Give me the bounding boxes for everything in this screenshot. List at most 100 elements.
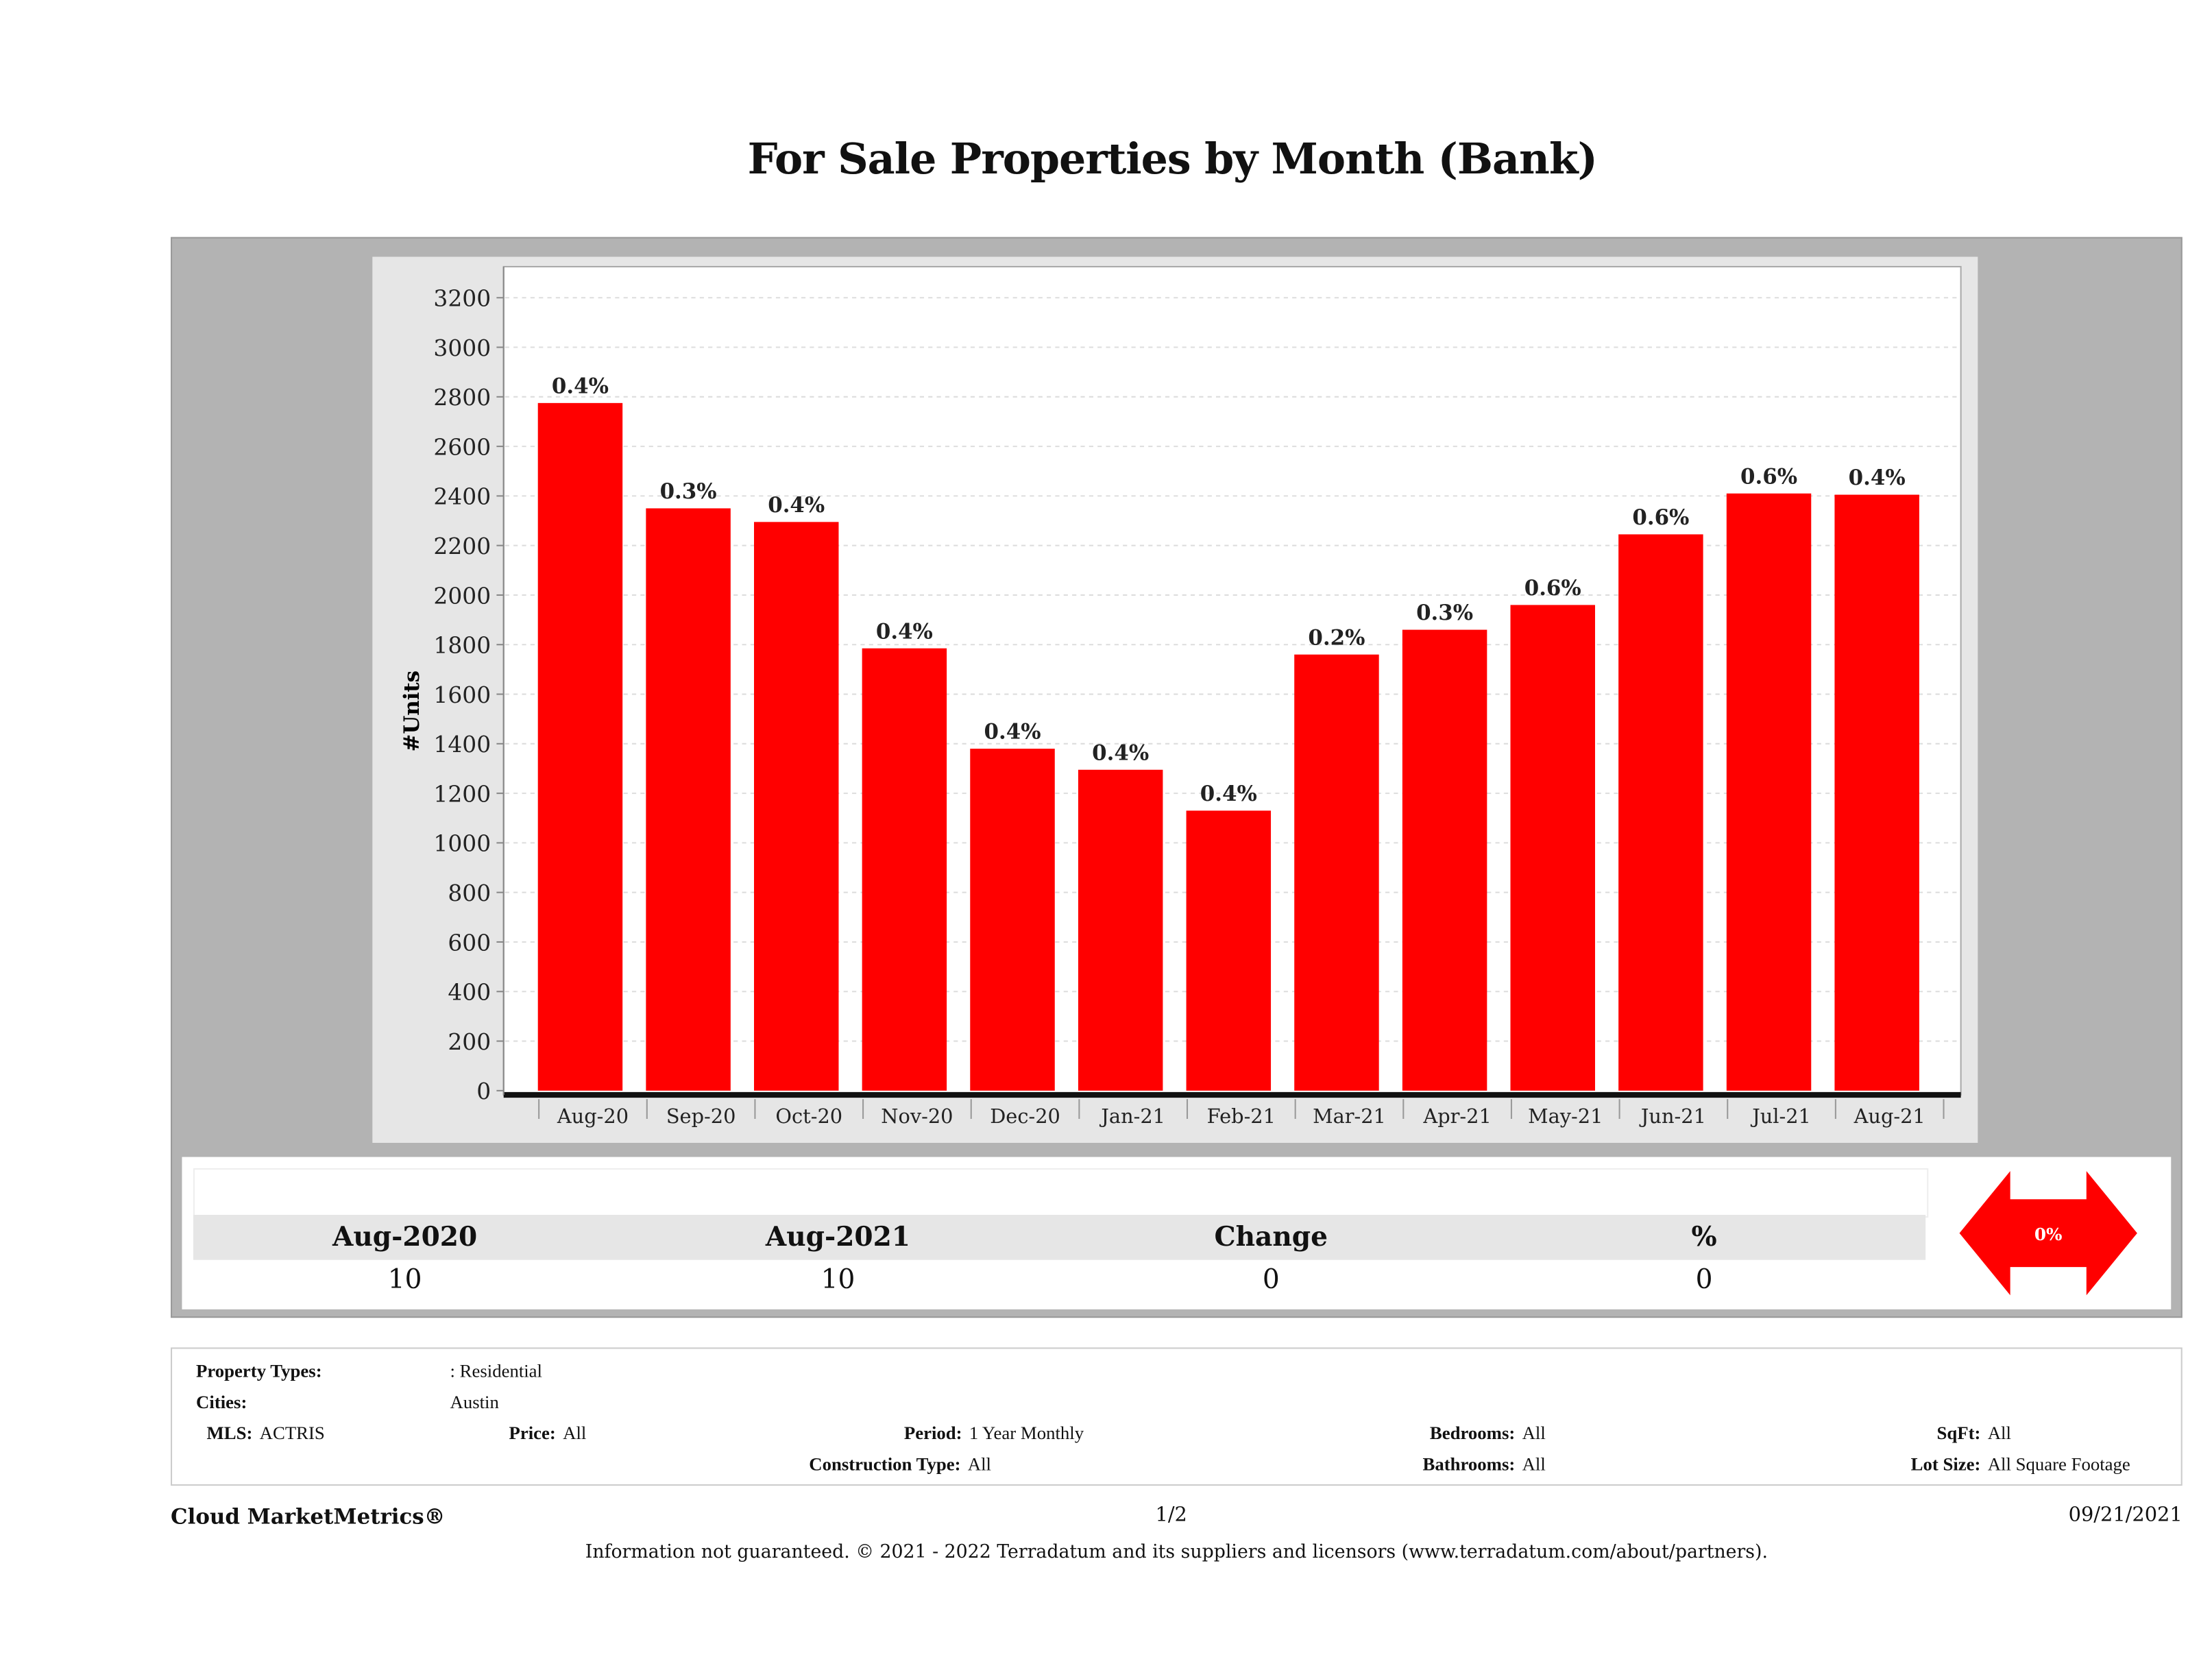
x-tick-label: Jul-21 [1750, 1104, 1811, 1128]
summary-header: Aug-2020 [332, 1222, 478, 1253]
filter-construction: Construction Type: All [809, 1453, 992, 1476]
y-tick-label: 1800 [433, 632, 491, 659]
report-date: 09/21/2021 [2068, 1503, 2183, 1527]
filter-bedrooms: Bedrooms: All [1430, 1422, 1546, 1445]
summary-header-row: Aug-2020 Aug-2021 Change % [193, 1214, 1926, 1260]
bar-Dec-20 [970, 749, 1055, 1091]
y-tick-label: 2600 [433, 433, 491, 460]
y-tick-label: 0 [476, 1078, 491, 1104]
filter-value: All Square Footage [1987, 1453, 2130, 1475]
page-number: 1/2 [1155, 1503, 1187, 1527]
filter-value: All [967, 1453, 992, 1475]
summary-value: 0 [1262, 1264, 1280, 1296]
filter-info: Property Types: : Residential Cities: Au… [171, 1347, 2183, 1486]
filter-value: Austin [450, 1391, 499, 1413]
filter-label: Price: [509, 1422, 556, 1444]
x-tick-label: Mar-21 [1313, 1104, 1386, 1128]
summary-value: 0 [1695, 1264, 1713, 1296]
x-tick-label: Feb-21 [1207, 1104, 1276, 1128]
bar-Jun-21 [1618, 534, 1703, 1091]
filter-label: Bathrooms: [1422, 1453, 1516, 1475]
x-tick-label: Oct-20 [775, 1104, 842, 1128]
filter-value: : Residential [450, 1360, 543, 1381]
bar-Jul-21 [1726, 493, 1812, 1091]
y-tick-label: 3200 [433, 285, 491, 312]
y-tick-label: 1000 [433, 830, 491, 857]
y-axis-label: #Units [400, 671, 424, 752]
summary-header: Aug-2021 [765, 1222, 911, 1253]
x-tick-label: Dec-20 [990, 1104, 1060, 1128]
change-indicator-label: 0% [2034, 1224, 2063, 1244]
bar-Nov-20 [862, 648, 947, 1091]
y-tick-label: 2000 [433, 582, 491, 609]
page-title: For Sale Properties by Month (Bank) [747, 135, 1598, 185]
filter-value: All [563, 1422, 587, 1444]
filter-label: SqFt: [1936, 1422, 1981, 1444]
disclaimer: Information not guaranteed. © 2021 - 202… [585, 1542, 1768, 1564]
y-tick-label: 2200 [433, 533, 491, 559]
filter-value: 1 Year Monthly [969, 1422, 1084, 1444]
x-tick-label: Aug-21 [1854, 1104, 1925, 1128]
bar-Aug-21 [1834, 494, 1919, 1091]
y-tick-label: 3000 [433, 335, 491, 361]
data-label: 0.4% [1092, 740, 1149, 765]
filter-value: All [1522, 1453, 1546, 1475]
bar-May-21 [1510, 605, 1595, 1091]
bar-Oct-20 [754, 522, 839, 1091]
filter-value: All [1987, 1422, 2011, 1444]
filter-price: Price: All [509, 1422, 587, 1445]
change-indicator: 0% [1956, 1168, 2140, 1298]
filter-label: Period: [903, 1422, 962, 1444]
y-tick-label: 800 [448, 880, 491, 906]
data-label: 0.4% [768, 493, 825, 518]
data-label: 0.4% [552, 374, 609, 398]
filter-label: Construction Type: [809, 1453, 961, 1475]
data-label: 0.4% [1849, 466, 1906, 490]
x-tick-label: Jun-21 [1639, 1104, 1706, 1128]
double-arrow-icon [1959, 1171, 2137, 1296]
bar-chart: 0.4% 0.3% 0.4% 0.4% 0.4% 0.4% 0.4% 0.2% 0.3% 0.6%… [400, 265, 1962, 1128]
summary-header: % [1691, 1222, 1717, 1253]
filter-label: MLS: [206, 1422, 253, 1444]
data-label: 0.6% [1524, 576, 1581, 601]
summary-value-row: 10 10 0 0 [193, 1259, 1926, 1300]
brand-name: Cloud MarketMetrics® [171, 1503, 446, 1530]
bar-Mar-21 [1294, 654, 1379, 1091]
x-tick-label: Nov-20 [881, 1104, 953, 1128]
bar-Apr-21 [1402, 629, 1487, 1091]
filter-period: Period: 1 Year Monthly [904, 1422, 1084, 1445]
y-tick-label: 400 [448, 979, 491, 1006]
filter-label: Cities: [196, 1391, 247, 1413]
y-tick-label: 200 [448, 1028, 491, 1055]
y-tick-label: 2800 [433, 384, 491, 411]
bar-Feb-21 [1186, 810, 1272, 1091]
summary-table: Aug-2020 Aug-2021 Change % 10 10 0 0 0% [182, 1157, 2172, 1309]
x-tick-label: May-21 [1528, 1104, 1603, 1128]
filter-lot-size: Lot Size: All Square Footage [1911, 1453, 2130, 1476]
y-tick-label: 1400 [433, 731, 491, 758]
x-tick-label: Jan-21 [1099, 1104, 1165, 1128]
filter-label: Bedrooms: [1429, 1422, 1516, 1444]
bar-Aug-20 [537, 402, 623, 1091]
summary-value: 10 [387, 1264, 422, 1296]
summary-header: Change [1214, 1222, 1328, 1253]
bar-Sep-20 [646, 508, 731, 1091]
x-tick-label: Aug-20 [557, 1104, 629, 1128]
filter-value: ACTRIS [259, 1422, 325, 1444]
summary-spacer-row [193, 1168, 1929, 1218]
y-tick-label: 2400 [433, 483, 491, 510]
data-label: 0.4% [876, 619, 933, 644]
data-label: 0.4% [984, 720, 1041, 745]
y-tick-label: 1200 [433, 780, 491, 807]
y-tick-label: 1600 [433, 681, 491, 708]
filter-bathrooms: Bathrooms: All [1423, 1453, 1546, 1476]
data-label: 0.3% [1416, 601, 1473, 625]
x-tick-label: Sep-20 [666, 1104, 736, 1128]
filter-label: Property Types: [196, 1360, 322, 1381]
filter-label: Lot Size: [1910, 1453, 1981, 1475]
summary-value: 10 [821, 1264, 855, 1296]
y-tick-label: 600 [448, 929, 491, 956]
data-label: 0.3% [660, 479, 717, 504]
filter-mls: MLS: ACTRIS [206, 1422, 325, 1445]
